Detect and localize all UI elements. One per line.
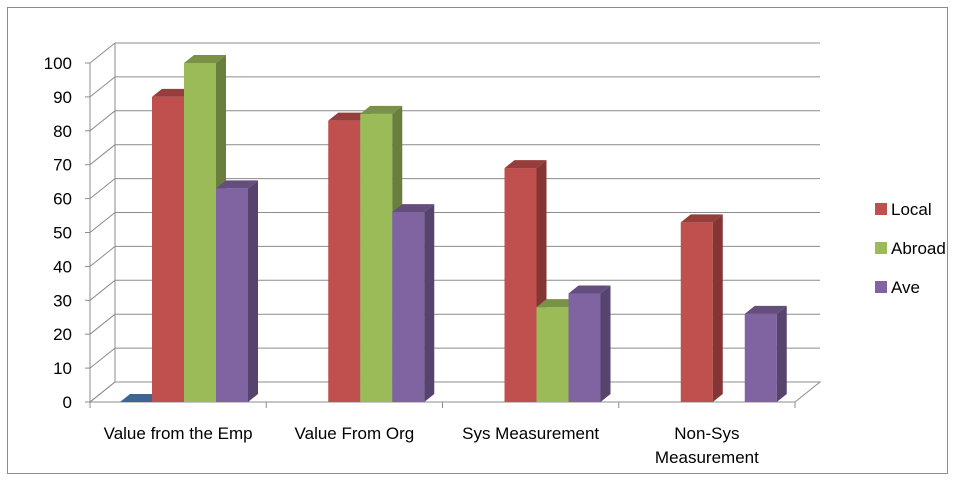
- legend-label: Local: [891, 200, 932, 219]
- bar-top: [120, 394, 162, 402]
- gridline-side: [89, 347, 116, 369]
- x-category-label: Value from the Emp: [104, 424, 253, 443]
- gridline-side: [89, 76, 116, 98]
- gridline-side: [89, 279, 116, 301]
- bar-ave-non-sys-measurement: [744, 305, 787, 402]
- bar-side: [600, 285, 611, 402]
- y-tick-label: 80: [53, 122, 72, 141]
- bar-top: [744, 305, 787, 314]
- bar-top: [392, 204, 435, 213]
- bar-front: [152, 96, 184, 403]
- y-tick-label: 50: [53, 224, 72, 243]
- bar-zero-value-from-the-emp: [120, 394, 162, 402]
- gridline-side: [89, 313, 116, 335]
- legend: Local Abroad Ave: [875, 200, 946, 297]
- bars: [120, 55, 787, 403]
- bar-front: [328, 120, 361, 402]
- bar-front: [680, 222, 713, 402]
- bar-top: [568, 285, 611, 294]
- bar-ave-sys-measurement: [568, 285, 611, 402]
- bar-side: [248, 180, 258, 402]
- bar-ave-value-from-org: [392, 204, 435, 402]
- gridline-side: [89, 178, 116, 199]
- y-tick-label: 10: [53, 359, 72, 378]
- bar-side: [712, 214, 723, 402]
- bar-front: [568, 293, 601, 402]
- y-tick-label: 40: [53, 257, 72, 276]
- legend-item-abroad: Abroad: [875, 239, 946, 258]
- bar-top: [536, 299, 579, 308]
- legend-swatch: [875, 242, 887, 254]
- bar-front: [360, 113, 393, 402]
- gridline-side: [89, 42, 116, 64]
- y-tick-label: 20: [53, 325, 72, 344]
- bar-top: [184, 55, 226, 63]
- bar-front: [536, 307, 569, 402]
- legend-swatch: [875, 203, 887, 215]
- bar-front: [744, 313, 777, 402]
- bar-front: [392, 212, 425, 402]
- bar-front: [184, 63, 216, 402]
- bar-top: [504, 160, 547, 169]
- y-axis-tick-labels: 0 10 20 30 40 50 60 70 80 90 100: [44, 54, 72, 412]
- x-category-label: Value From Org: [295, 424, 415, 443]
- y-tick-label: 60: [53, 190, 72, 209]
- bar-local-non-sys-measurement: [680, 214, 723, 402]
- x-axis-category-labels: Value from the Emp Value From Org Sys Meas…: [104, 424, 759, 467]
- bar-front: [504, 168, 537, 402]
- legend-item-local: Local: [875, 200, 932, 219]
- bar-top: [360, 105, 403, 114]
- legend-item-ave: Ave: [875, 278, 920, 297]
- gridline-side: [89, 110, 116, 132]
- x-category-label: Sys Measurement: [462, 424, 599, 443]
- gridline-side: [89, 212, 116, 233]
- legend-label: Ave: [891, 278, 920, 297]
- bar-top: [152, 88, 194, 97]
- bar-top: [328, 112, 371, 121]
- y-tick-label: 70: [53, 156, 72, 175]
- bar-top: [680, 214, 723, 223]
- y-tick-label: 100: [44, 54, 72, 73]
- gridline-side: [89, 144, 116, 166]
- bar-side: [776, 305, 787, 402]
- bar-front: [216, 188, 248, 402]
- bar-side: [424, 204, 435, 402]
- y-tick-label: 90: [53, 88, 72, 107]
- y-tick-label: 30: [53, 291, 72, 310]
- gridline-side: [89, 246, 116, 267]
- bar-ave-value-from-the-emp: [216, 180, 258, 402]
- legend-label: Abroad: [891, 239, 946, 258]
- x-category-label: Non-Sys Measurement: [655, 424, 759, 467]
- y-tick-label: 0: [63, 393, 72, 412]
- legend-swatch: [875, 281, 887, 293]
- bar-top: [216, 180, 258, 189]
